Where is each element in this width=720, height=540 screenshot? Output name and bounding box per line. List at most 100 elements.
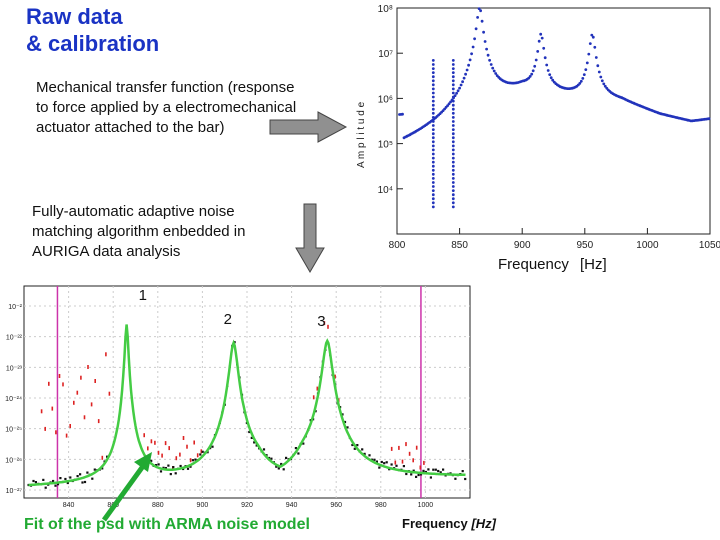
data-point [489, 63, 493, 66]
measured-point [56, 483, 60, 486]
measured-point [169, 473, 172, 476]
measured-point [405, 472, 408, 476]
measured-point [412, 469, 415, 472]
data-point [486, 53, 490, 57]
measured-point [285, 456, 288, 459]
measured-point [363, 452, 366, 455]
data-point [431, 201, 435, 205]
data-point [447, 102, 451, 106]
excluded-point [164, 441, 167, 446]
data-point [591, 35, 595, 39]
data-point [431, 132, 435, 136]
data-point [451, 63, 455, 66]
data-point [707, 117, 711, 121]
measured-point [189, 465, 192, 468]
measured-point [390, 463, 393, 466]
excluded-point [65, 433, 68, 438]
excluded-point [175, 456, 178, 461]
chart1-x-axis-unit: [Hz] [580, 256, 607, 273]
right-arrow-icon [269, 111, 348, 143]
data-point [451, 128, 455, 132]
data-point [451, 95, 455, 99]
data-point [431, 71, 435, 74]
excluded-point [94, 379, 96, 383]
data-point [451, 144, 455, 148]
x-tick-label: 850 [451, 240, 468, 251]
description-line: to force applied by a electromechanical [36, 99, 297, 116]
data-point [597, 70, 601, 74]
excluded-point [105, 352, 107, 357]
measured-point [434, 468, 437, 471]
description-line: actuator attached to the bar) [36, 119, 225, 136]
data-point [451, 181, 455, 184]
measured-point [106, 455, 109, 458]
excluded-point [312, 395, 315, 400]
measured-point [437, 469, 440, 473]
data-point [602, 82, 606, 86]
data-point [533, 64, 537, 68]
transfer-function-chart: 10⁴ 10⁵ 10⁶ 10⁷ 10⁸ 800 850 900 950 1000 1050 A m… [356, 4, 720, 276]
measured-point [157, 463, 160, 466]
data-point [451, 177, 455, 180]
data-point [482, 30, 485, 34]
algorithm-line: matching algorithm enbedded in [32, 223, 246, 240]
y-tick-label: 10⁻²⁷ [6, 488, 23, 495]
data-point [431, 164, 435, 168]
measured-point [76, 475, 79, 478]
data-point [587, 52, 591, 56]
measured-point [64, 477, 67, 481]
measured-point [424, 470, 427, 474]
data-point [431, 168, 435, 172]
measured-point [201, 450, 204, 453]
data-point [540, 36, 544, 40]
plot-frame [396, 7, 711, 235]
x-tick-label: 1000 [636, 240, 659, 251]
down-arrow-icon [295, 203, 325, 273]
measured-point [79, 473, 82, 476]
chart-background [0, 276, 474, 512]
measured-point [464, 477, 467, 481]
data-point [451, 160, 455, 164]
data-point [590, 33, 594, 37]
arma-fit-line [28, 324, 466, 487]
peak-label: 2 [224, 311, 232, 328]
data-point [431, 152, 435, 156]
data-point [431, 99, 435, 103]
data-point [479, 9, 482, 13]
y-tick-label: 10⁶ [378, 94, 393, 105]
slide-title-line2: & calibration [26, 31, 160, 56]
measured-point [341, 413, 344, 416]
data-point [431, 124, 435, 127]
data-point [451, 91, 455, 95]
excluded-point [200, 449, 203, 454]
data-point [431, 59, 435, 62]
measured-point [422, 469, 425, 472]
data-point [451, 120, 455, 123]
data-point [599, 75, 603, 79]
y-tick-label: 10⁸ [378, 4, 393, 15]
measured-point [343, 420, 347, 424]
data-point [431, 205, 435, 209]
data-point [431, 172, 435, 176]
measured-point [270, 457, 273, 460]
measured-point [34, 481, 37, 484]
measured-point [164, 467, 167, 470]
excluded-point [80, 375, 82, 380]
excluded-point [405, 442, 407, 447]
measured-point [351, 443, 354, 447]
data-point [531, 69, 535, 73]
data-point [431, 189, 435, 193]
measured-point [155, 464, 158, 467]
data-point [431, 177, 435, 180]
measured-point [101, 467, 104, 470]
data-point [431, 75, 435, 79]
data-point [528, 75, 532, 78]
x-tick-label: 920 [241, 502, 253, 509]
excluded-point [62, 382, 64, 387]
measured-point [191, 459, 194, 462]
data-point [431, 67, 435, 70]
measured-point [86, 471, 89, 474]
measured-point [410, 473, 413, 476]
data-point [451, 172, 455, 176]
